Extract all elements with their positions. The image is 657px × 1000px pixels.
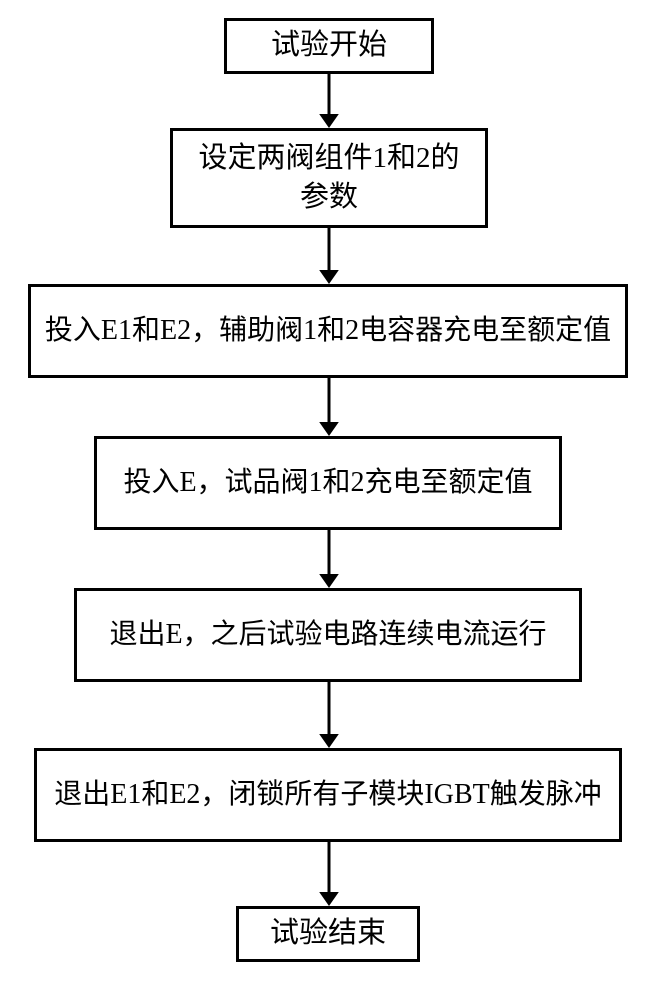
flowchart-canvas: 试验开始设定两阀组件1和2的参数投入E1和E2，辅助阀1和2电容器充电至额定值投… (0, 0, 657, 1000)
flowchart-edge (0, 0, 657, 1000)
